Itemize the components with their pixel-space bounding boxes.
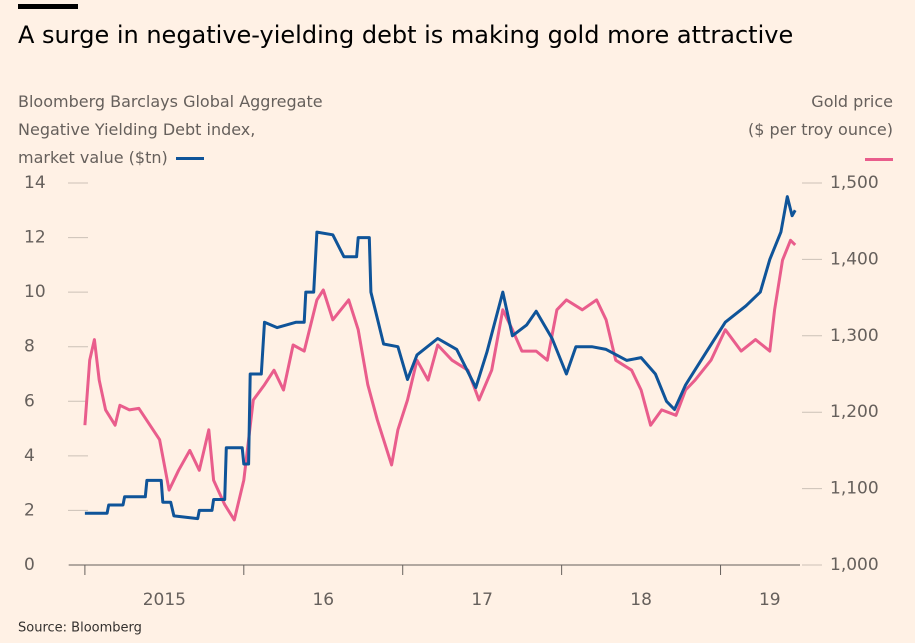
y-tick-label: 6	[24, 391, 35, 411]
y-tick-label: 4	[24, 446, 35, 466]
y-tick-label: 0	[24, 555, 35, 575]
legend-swatch	[175, 157, 204, 160]
x-tick-label: 18	[630, 590, 652, 610]
y-tick-label: 10	[24, 282, 46, 302]
chart-title: A surge in negative-yielding debt is mak…	[18, 21, 793, 49]
x-tick-label: 19	[759, 590, 781, 610]
y2-tick-label: 1,100	[830, 479, 879, 499]
legend-left: Bloomberg Barclays Global Aggregate Nega…	[18, 60, 323, 172]
source: Source: Bloomberg	[18, 621, 142, 636]
y-tick-label: 8	[24, 337, 35, 357]
legend-right: Gold price ($ per troy ounce)	[748, 60, 893, 172]
y2-tick-label: 1,300	[830, 326, 879, 346]
y2-tick-label: 1,400	[830, 249, 879, 269]
x-tick-label: 17	[471, 590, 493, 610]
y-tick-label: 2	[24, 500, 35, 520]
y-tick-label: 14	[24, 173, 46, 193]
legend-swatch	[865, 158, 893, 161]
title-bar	[18, 4, 78, 9]
x-tick-label: 2015	[143, 590, 186, 610]
series-line	[84, 195, 797, 521]
y2-tick-label: 1,000	[830, 555, 879, 575]
y2-tick-label: 1,500	[830, 173, 879, 193]
x-tick-label: 16	[312, 590, 334, 610]
legend-label: Bloomberg Barclays Global Aggregate Nega…	[18, 92, 323, 167]
y2-tick-label: 1,200	[830, 402, 879, 422]
y-tick-label: 12	[24, 228, 46, 248]
legend-label: Gold price ($ per troy ounce)	[748, 92, 893, 139]
series-line	[83, 238, 797, 522]
